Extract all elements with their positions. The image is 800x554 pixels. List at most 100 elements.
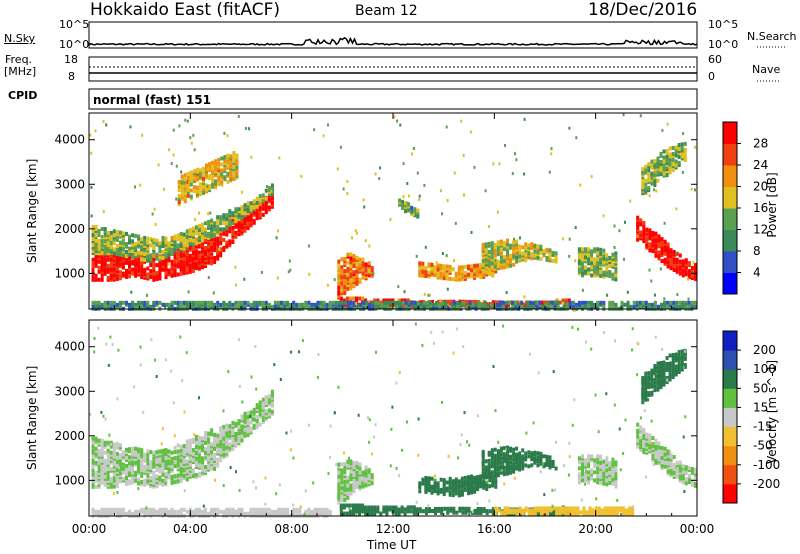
- range-gate-cell: [650, 279, 653, 283]
- range-gate-cell: [188, 438, 192, 443]
- range-gate-cell: [189, 170, 193, 175]
- power-panel-frame: [88, 112, 698, 310]
- range-gate-cell: [593, 267, 597, 272]
- range-gate-cell: [234, 421, 238, 426]
- range-gate-cell: [246, 214, 250, 219]
- range-gate-cell: [252, 300, 256, 305]
- range-gate-cell: [411, 152, 413, 156]
- range-gate-cell: [167, 249, 171, 254]
- range-gate-cell: [213, 242, 217, 246]
- range-gate-cell: [602, 477, 606, 482]
- range-gate-cell: [128, 455, 131, 460]
- range-gate-cell: [642, 221, 646, 225]
- range-gate-cell: [210, 259, 214, 264]
- range-gate-cell: [173, 464, 177, 469]
- range-gate-cell: [593, 261, 597, 266]
- range-gate-cell: [343, 470, 347, 474]
- range-gate-cell: [641, 386, 645, 391]
- range-gate-cell: [186, 193, 190, 198]
- range-gate-cell: [551, 459, 555, 464]
- range-gate-cell: [656, 385, 660, 390]
- range-gate-cell: [596, 454, 600, 459]
- range-gate-cell: [536, 463, 540, 468]
- range-gate-cell: [361, 478, 365, 483]
- range-gate-cell: [131, 446, 135, 451]
- range-gate-cell: [170, 235, 174, 240]
- range-gate-cell: [258, 412, 262, 417]
- range-gate-cell: [270, 389, 274, 394]
- range-gate-cell: [406, 509, 410, 514]
- range-gate-cell: [134, 242, 138, 246]
- range-gate-cell: [418, 507, 422, 512]
- range-gate-cell: [436, 481, 440, 486]
- range-gate-cell: [543, 300, 547, 305]
- range-gate-cell: [275, 236, 278, 240]
- range-gate-cell: [687, 304, 691, 309]
- range-gate-cell: [694, 481, 697, 486]
- range-gate-cell: [692, 261, 695, 265]
- range-gate-cell: [149, 304, 153, 309]
- range-gate-cell: [581, 454, 584, 459]
- range-gate-cell: [354, 229, 357, 233]
- range-gate-cell: [216, 457, 220, 462]
- range-gate-cell: [115, 252, 119, 256]
- range-gate-cell: [194, 447, 198, 451]
- range-gate-cell: [197, 223, 201, 228]
- range-gate-cell: [683, 147, 687, 152]
- range-gate-cell: [219, 251, 223, 256]
- range-gate-cell: [94, 436, 98, 441]
- range-gate-cell: [339, 145, 342, 149]
- range-gate-cell: [155, 484, 159, 489]
- range-gate-cell: [587, 257, 591, 262]
- range-gate-cell: [194, 262, 198, 266]
- range-gate-cell: [128, 471, 131, 476]
- range-gate-cell: [517, 302, 521, 307]
- range-gate-cell: [499, 255, 503, 260]
- range-gate-cell: [660, 302, 663, 307]
- range-gate-cell: [342, 511, 346, 516]
- range-gate-cell: [349, 278, 353, 283]
- range-gate-cell: [499, 470, 503, 475]
- range-gate-cell: [548, 459, 552, 464]
- range-gate-cell: [509, 464, 512, 469]
- range-gate-cell: [491, 300, 495, 305]
- range-gate-cell: [340, 468, 344, 473]
- range-gate-cell: [197, 449, 201, 454]
- range-gate-cell: [678, 271, 682, 276]
- range-gate-cell: [550, 147, 553, 151]
- range-gate-cell: [504, 144, 506, 147]
- range-gate-cell: [494, 478, 498, 483]
- range-gate-cell: [642, 440, 646, 445]
- power-x-axis: [88, 113, 698, 309]
- range-gate-cell: [220, 168, 224, 173]
- range-gate-cell: [343, 462, 347, 466]
- range-gate-cell: [502, 452, 506, 457]
- range-gate-cell: [288, 259, 291, 263]
- range-gate-cell: [435, 300, 439, 305]
- range-gate-cell: [237, 228, 241, 233]
- range-gate-cell: [158, 241, 162, 246]
- range-gate-cell: [421, 261, 425, 266]
- range-gate-cell: [479, 263, 483, 268]
- range-gate-cell: [337, 492, 341, 497]
- range-gate-cell: [170, 250, 174, 254]
- range-gate-cell: [473, 485, 477, 490]
- range-gate-cell: [205, 163, 208, 168]
- range-gate-cell: [584, 304, 587, 309]
- range-gate-cell: [118, 256, 122, 261]
- range-gate-cell: [125, 250, 128, 254]
- range-gate-cell: [656, 365, 660, 370]
- range-gate-cell: [267, 408, 271, 413]
- range-gate-cell: [614, 474, 618, 479]
- range-gate-cell: [115, 467, 119, 472]
- range-gate-cell: [376, 505, 380, 510]
- range-gate-cell: [352, 507, 355, 512]
- range-gate-cell: [364, 298, 368, 303]
- range-gate-cell: [672, 463, 676, 467]
- range-gate-cell: [398, 198, 402, 203]
- range-gate-cell: [651, 231, 655, 235]
- range-gate-cell: [234, 283, 237, 287]
- range-gate-cell: [94, 277, 98, 282]
- range-gate-cell: [665, 376, 669, 380]
- range-gate-cell: [201, 236, 204, 241]
